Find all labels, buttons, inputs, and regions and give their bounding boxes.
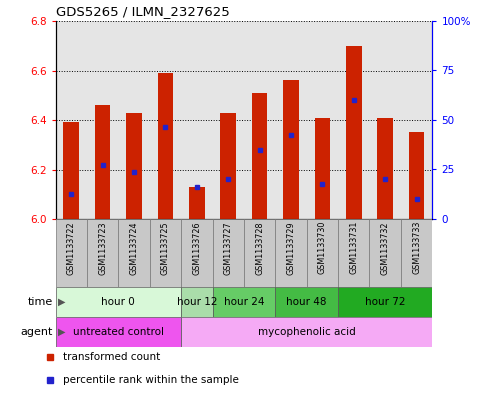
Bar [220,112,236,219]
Text: hour 48: hour 48 [286,297,327,307]
Bar [338,21,369,219]
Bar [369,219,401,287]
Bar [401,21,432,219]
Text: percentile rank within the sample: percentile rank within the sample [63,375,239,385]
Bar [95,105,111,219]
Bar [181,21,213,219]
Bar [118,21,150,219]
Text: GDS5265 / ILMN_2327625: GDS5265 / ILMN_2327625 [56,6,229,18]
Text: ▶: ▶ [58,327,66,337]
Bar [189,187,205,219]
Bar [150,21,181,219]
Bar [314,118,330,219]
Text: hour 72: hour 72 [365,297,405,307]
Bar [283,81,299,219]
Text: mycophenolic acid: mycophenolic acid [258,327,355,337]
Text: hour 24: hour 24 [224,297,264,307]
Bar [157,73,173,219]
Bar [346,46,362,219]
Bar [56,287,181,317]
Text: hour 0: hour 0 [101,297,135,307]
Bar [87,21,118,219]
Bar [118,219,150,287]
Bar [244,21,275,219]
Bar [275,219,307,287]
Bar [181,317,432,347]
Bar [56,21,87,219]
Text: agent: agent [21,327,53,337]
Text: untreated control: untreated control [73,327,164,337]
Text: GSM1133728: GSM1133728 [255,221,264,275]
Bar [56,317,181,347]
Bar [307,219,338,287]
Text: GSM1133730: GSM1133730 [318,221,327,274]
Text: GSM1133733: GSM1133733 [412,221,421,274]
Bar [181,219,213,287]
Bar [377,118,393,219]
Bar [252,93,268,219]
Text: GSM1133722: GSM1133722 [67,221,76,275]
Text: GSM1133723: GSM1133723 [98,221,107,275]
Text: ▶: ▶ [58,297,66,307]
Text: GSM1133731: GSM1133731 [349,221,358,274]
Text: GSM1133727: GSM1133727 [224,221,233,275]
Bar [409,132,425,219]
Text: GSM1133729: GSM1133729 [286,221,296,275]
Bar [338,219,369,287]
Bar [307,21,338,219]
Bar [244,219,275,287]
Bar [275,287,338,317]
Bar [369,21,401,219]
Bar [275,21,307,219]
Bar [213,219,244,287]
Bar [63,123,79,219]
Bar [401,219,432,287]
Text: GSM1133726: GSM1133726 [192,221,201,275]
Bar [338,287,432,317]
Text: transformed count: transformed count [63,352,160,362]
Bar [213,21,244,219]
Text: GSM1133724: GSM1133724 [129,221,139,275]
Bar [87,219,118,287]
Bar [181,287,213,317]
Bar [126,112,142,219]
Text: GSM1133725: GSM1133725 [161,221,170,275]
Bar [150,219,181,287]
Bar [213,287,275,317]
Bar [56,219,87,287]
Text: hour 12: hour 12 [177,297,217,307]
Text: GSM1133732: GSM1133732 [381,221,390,275]
Text: time: time [28,297,53,307]
